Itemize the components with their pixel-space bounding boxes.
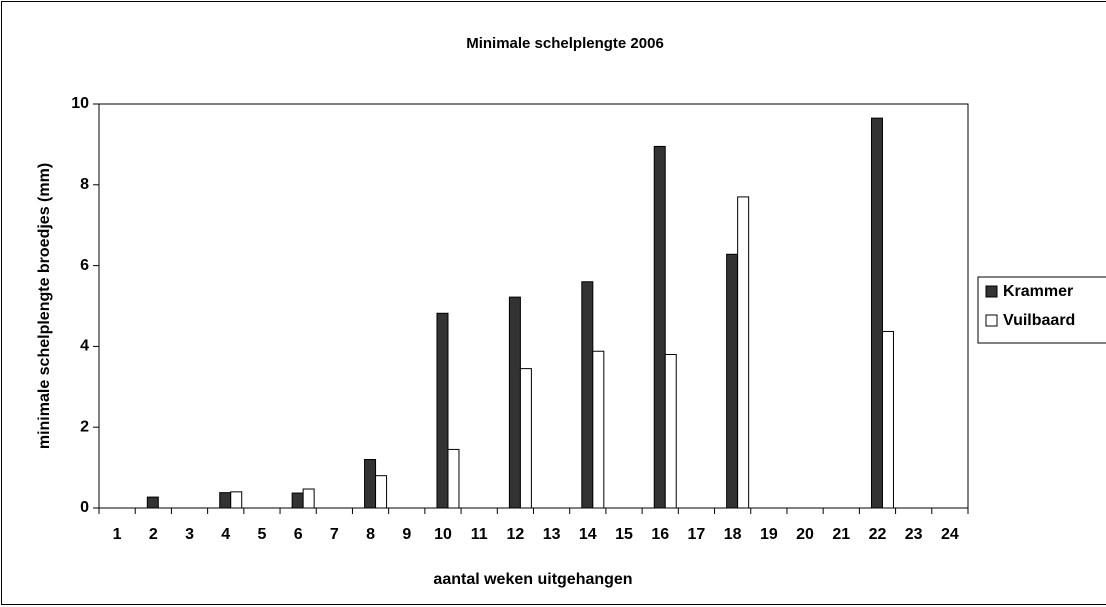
x-tick-label: 1 — [113, 526, 122, 543]
y-tick-label: 0 — [80, 499, 89, 516]
x-tick-label: 4 — [221, 526, 230, 543]
x-tick-label: 2 — [149, 526, 158, 543]
x-tick-label: 5 — [257, 526, 266, 543]
bar — [447, 448, 460, 509]
y-tick-label: 2 — [80, 418, 89, 435]
bar — [291, 492, 304, 509]
x-tick-label: 6 — [294, 526, 303, 543]
x-tick-label: 3 — [185, 526, 194, 543]
bar — [737, 196, 750, 509]
x-tick-label: 17 — [688, 526, 706, 543]
x-tick-label: 12 — [506, 526, 524, 543]
bar — [146, 496, 159, 509]
x-tick-label: 14 — [579, 526, 597, 543]
bar — [230, 491, 243, 509]
bar — [302, 488, 315, 509]
bar — [592, 350, 605, 509]
x-tick-label: 22 — [869, 526, 887, 543]
x-tick-label: 19 — [760, 526, 778, 543]
x-tick-label: 11 — [471, 526, 488, 543]
legend-label: Vuilbaard — [1003, 312, 1075, 329]
bar — [653, 145, 666, 509]
x-tick-label: 7 — [330, 526, 339, 543]
y-tick-label: 4 — [80, 338, 89, 355]
legend-swatch — [985, 285, 998, 298]
x-tick-label: 10 — [434, 526, 452, 543]
legend-swatch — [985, 314, 998, 327]
y-tick-label: 6 — [80, 257, 89, 274]
chart-title: Minimale schelplengte 2006 — [466, 35, 664, 52]
y-tick-label: 10 — [71, 95, 89, 112]
x-tick-label: 21 — [832, 526, 850, 543]
x-tick-label: 23 — [905, 526, 923, 543]
x-tick-label: 18 — [724, 526, 742, 543]
bar — [581, 281, 594, 509]
legend-box — [977, 276, 1106, 344]
bar — [726, 253, 739, 509]
bar — [219, 492, 232, 509]
x-tick-label: 24 — [941, 526, 959, 543]
bar — [519, 368, 532, 509]
bar — [508, 296, 521, 509]
x-axis-title: aantal weken uitgehangen — [433, 571, 632, 588]
y-axis-title: minimale schelplengte broedjes (mm) — [36, 163, 53, 449]
x-tick-label: 20 — [796, 526, 814, 543]
x-tick-label: 15 — [615, 526, 633, 543]
x-tick-label: 13 — [543, 526, 561, 543]
y-tick-label: 8 — [80, 176, 89, 193]
bar — [436, 312, 449, 509]
x-tick-label: 8 — [366, 526, 375, 543]
legend-label: Krammer — [1003, 283, 1073, 300]
bar — [375, 475, 388, 509]
x-tick-label: 16 — [651, 526, 669, 543]
bar — [664, 353, 677, 509]
bar — [881, 330, 894, 509]
x-tick-label: 9 — [402, 526, 411, 543]
bar — [870, 117, 883, 509]
bar — [364, 459, 377, 509]
